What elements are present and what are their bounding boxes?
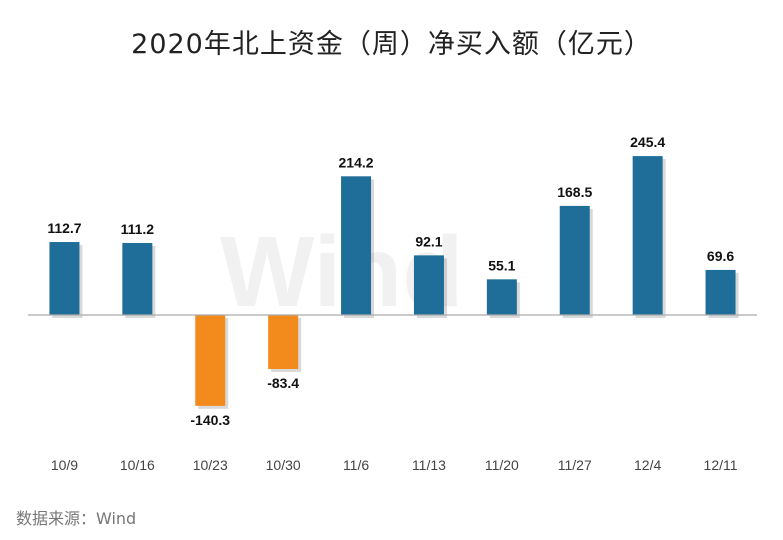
x-tick-label: 12/11: [704, 457, 738, 473]
x-tick-label: 11/20: [485, 457, 519, 473]
data-label: -140.3: [190, 412, 230, 428]
data-label: 69.6: [707, 248, 734, 264]
bars-group: [49, 156, 739, 409]
bar-12/4: [632, 156, 663, 315]
bar-10/30: [268, 315, 299, 370]
value-labels-group: 112.7 111.2 -140.3 -83.4 214.2 92.1 55.1 168.5 2…: [47, 134, 734, 428]
data-label: 111.2: [121, 221, 155, 237]
data-label: 112.7: [47, 220, 81, 236]
bar-10/16: [122, 242, 153, 315]
data-label: 92.1: [415, 233, 442, 249]
bar-11/13: [413, 255, 444, 315]
x-tick-labels-group: 10/9 10/16 10/23 10/30 11/6 11/13 11/20 11/27 12…: [51, 457, 738, 473]
x-tick-label: 10/23: [193, 457, 228, 473]
x-tick-label: 11/27: [558, 457, 592, 473]
chart-title: 2020年北上资金（周）净买入额（亿元）: [131, 29, 652, 60]
data-label: 214.2: [339, 154, 374, 170]
bar-10/23: [195, 315, 226, 406]
x-tick-label: 10/9: [51, 457, 78, 473]
bar-12/11: [705, 269, 736, 315]
x-tick-label: 10/30: [266, 457, 301, 473]
x-tick-label: 10/16: [120, 457, 155, 473]
x-tick-label: 11/13: [412, 457, 446, 473]
data-label: -83.4: [267, 375, 299, 391]
x-tick-label: 11/6: [343, 457, 369, 473]
bar-11/20: [486, 279, 517, 315]
bar-10/9: [49, 242, 80, 315]
data-label: 245.4: [630, 134, 665, 150]
data-label: 168.5: [557, 184, 592, 200]
bar-11/27: [559, 205, 590, 315]
data-label: 55.1: [488, 257, 515, 273]
bar-11/6: [341, 176, 372, 315]
source-note: 数据来源：Wind: [16, 509, 137, 528]
x-tick-label: 12/4: [634, 457, 661, 473]
